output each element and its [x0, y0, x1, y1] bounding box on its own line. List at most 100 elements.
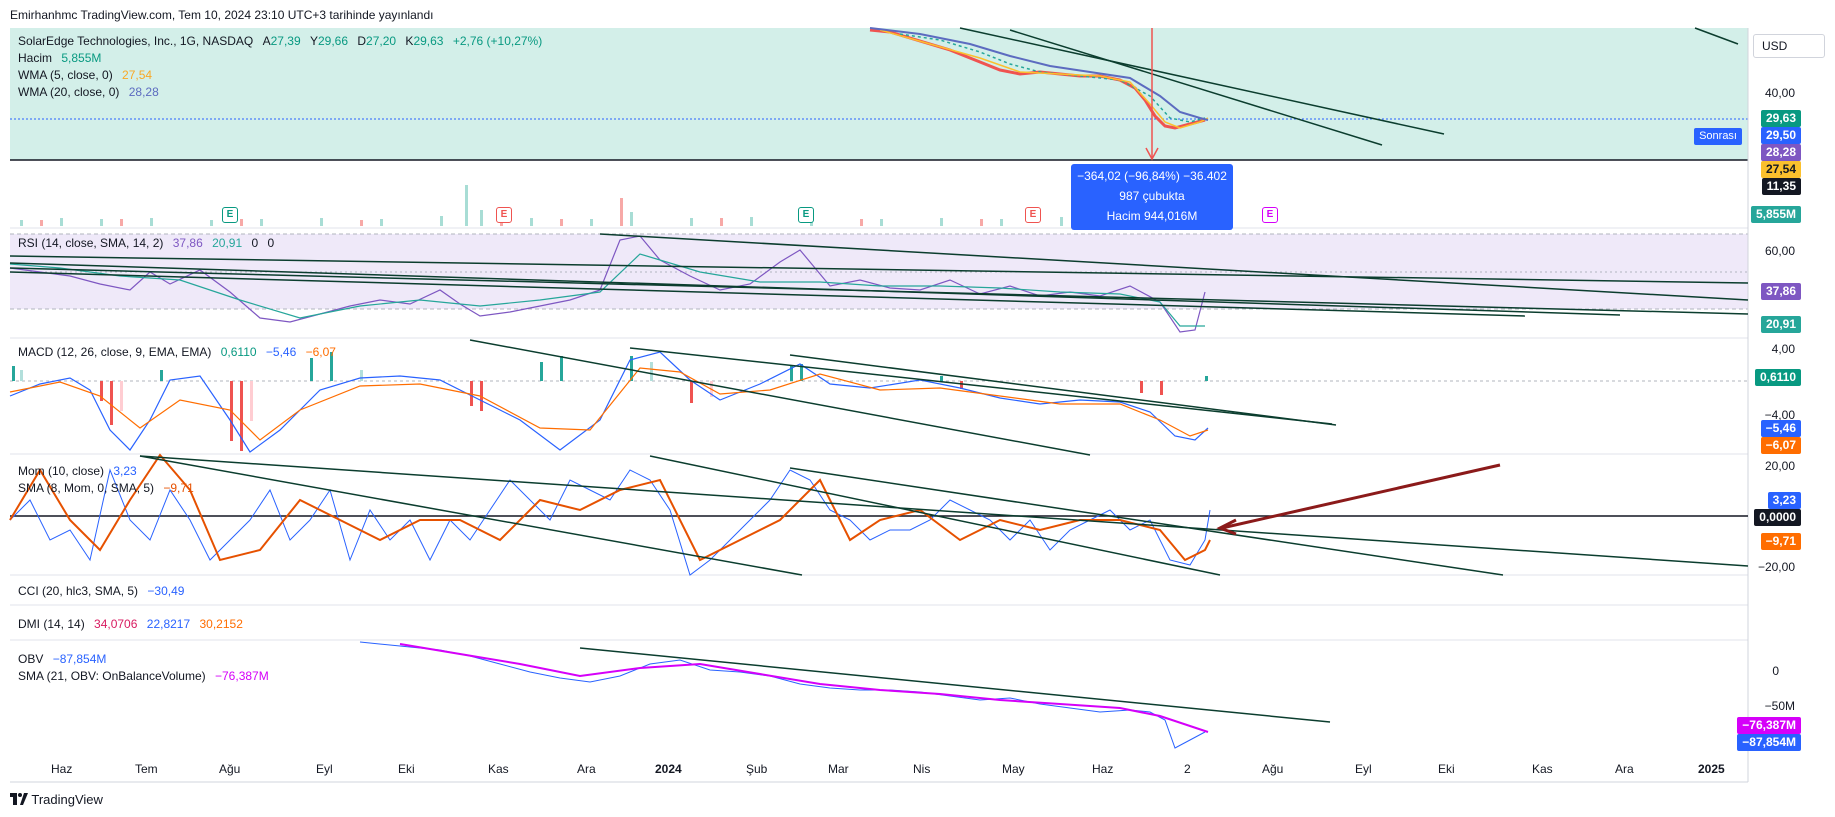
symbol-title: SolarEdge Technologies, Inc., 1G, NASDAQ [18, 34, 254, 48]
mom-tick-top: 20,00 [1764, 459, 1795, 473]
rsi-bb-lower: 0 [267, 236, 275, 250]
x-axis-label: Eki [1438, 762, 1455, 776]
measure-volume: Hacim 944,016M [1106, 209, 1198, 223]
x-axis-label: Kas [488, 762, 509, 776]
tradingview-logo-icon [10, 793, 28, 805]
price-box-after-hours: 29,50 [1760, 127, 1801, 144]
obv-sma-legend[interactable]: SMA (21, OBV: OnBalanceVolume) −76,387M [18, 669, 269, 683]
macd-hist-value: 0,6110 [220, 345, 257, 359]
dmi-minus-value: 30,2152 [199, 617, 243, 631]
obv-value: −87,854M [52, 652, 107, 666]
x-axis-label: Haz [1092, 762, 1114, 776]
mom-label: Mom (10, close) [18, 464, 105, 478]
high-label: Y [309, 34, 318, 48]
dmi-adx-value: 34,0706 [94, 617, 138, 631]
open-label: A [262, 34, 271, 48]
close-label: K [405, 34, 414, 48]
cci-value: −30,49 [147, 584, 185, 598]
macd-signal-value: −6,07 [305, 345, 336, 359]
x-axis-label: Eki [398, 762, 415, 776]
x-axis-label: 2025 [1698, 762, 1725, 776]
wma20-legend[interactable]: WMA (20, close, 0) 28,28 [18, 85, 159, 99]
price-box-close: 29,63 [1760, 110, 1801, 127]
earnings-marker-icon[interactable]: E [496, 207, 512, 223]
obv-sma-label: SMA (21, OBV: OnBalanceVolume) [18, 669, 206, 683]
rsi-value: 37,86 [172, 236, 203, 250]
rsi-sma-value: 20,91 [212, 236, 243, 250]
macd-tick-top: 4,00 [1771, 342, 1795, 356]
cci-label: CCI (20, hlc3, SMA, 5) [18, 584, 139, 598]
dmi-legend[interactable]: DMI (14, 14) 34,0706 22,8217 30,2152 [18, 617, 243, 631]
macd-line [9, 351, 1209, 453]
after-hours-tag: Sonrası [1694, 128, 1742, 145]
mom-value: 3,23 [113, 464, 137, 478]
measure-tooltip: −364,02 (−96,84%) −36.402 987 çubukta Ha… [1071, 164, 1233, 230]
measure-bars: 987 çubukta [1119, 189, 1185, 203]
low-value: 27,20 [366, 34, 397, 48]
obv-legend[interactable]: OBV −87,854M [18, 652, 106, 666]
volume-bars [20, 185, 1203, 226]
mom-legend[interactable]: Mom (10, close) 3,23 [18, 464, 137, 478]
open-value: 27,39 [270, 34, 301, 48]
wma5-value: 27,54 [122, 68, 153, 82]
macd-value: −5,46 [265, 345, 297, 359]
obv-sma-line [399, 643, 1209, 733]
rsi-box: 37,86 [1760, 283, 1801, 300]
currency-selector[interactable]: USD [1753, 34, 1825, 58]
earnings-marker-icon[interactable]: E [1025, 207, 1041, 223]
macd-hist-box: 0,6110 [1754, 369, 1801, 386]
change-value: +2,76 (+10,27%) [452, 34, 543, 48]
mom-sma-value: −9,71 [163, 481, 194, 495]
mom-sma-legend[interactable]: SMA (8, Mom, 0, SMA, 5) −9,71 [18, 481, 194, 495]
macd-signal-box: −6,07 [1760, 437, 1801, 454]
close-value: 29,63 [413, 34, 444, 48]
macd-legend[interactable]: MACD (12, 26, close, 9, EMA, EMA) 0,6110… [18, 345, 336, 359]
mom-sma-line [9, 453, 1211, 562]
x-axis-label: Eyl [316, 762, 333, 776]
wma5-legend[interactable]: WMA (5, close, 0) 27,54 [18, 68, 152, 82]
x-axis-label: Eyl [1355, 762, 1372, 776]
mom-tick-bottom: −20,00 [1757, 560, 1795, 574]
tradingview-logo[interactable]: TradingView [10, 792, 103, 807]
wma20-line [869, 27, 1209, 121]
tradingview-brand-text: TradingView [31, 792, 103, 807]
x-axis-label: May [1002, 762, 1025, 776]
wma5-label: WMA (5, close, 0) [18, 68, 113, 82]
dmi-plus-value: 22,8217 [146, 617, 191, 631]
x-axis-label: 2 [1184, 762, 1191, 776]
dmi-label: DMI (14, 14) [18, 617, 85, 631]
x-axis-label: 2024 [655, 762, 682, 776]
main-pane-bg [10, 28, 1748, 160]
symbol-legend: SolarEdge Technologies, Inc., 1G, NASDAQ… [18, 34, 542, 48]
x-axis-label: Mar [828, 762, 849, 776]
volume-legend[interactable]: Hacim 5,855M [18, 51, 101, 65]
macd-histogram [12, 352, 1208, 451]
mom-line [9, 468, 1211, 576]
price-box-wma20: 28,28 [1760, 144, 1801, 161]
earnings-marker-icon[interactable]: E [798, 207, 814, 223]
volume-value: 5,855M [61, 51, 102, 65]
x-axis-label: Kas [1532, 762, 1553, 776]
measure-change: −364,02 (−96,84%) −36.402 [1077, 169, 1227, 183]
x-axis-label: Tem [135, 762, 158, 776]
rsi-label: RSI (14, close, SMA, 14, 2) [18, 236, 164, 250]
earnings-marker-icon[interactable]: E [222, 207, 238, 223]
wma5-line [879, 29, 1209, 129]
rsi-sma-box: 20,91 [1760, 316, 1801, 333]
rsi-legend[interactable]: RSI (14, close, SMA, 14, 2) 37,86 20,91 … [18, 236, 274, 250]
rsi-sma-line [9, 253, 1205, 327]
obv-sma-box: −76,387M [1737, 717, 1801, 734]
cci-legend[interactable]: CCI (20, hlc3, SMA, 5) −30,49 [18, 584, 184, 598]
x-axis-label: Ara [1615, 762, 1634, 776]
price-box-level: 11,35 [1761, 178, 1801, 195]
volume-label: Hacim [18, 51, 53, 65]
wma20-label: WMA (20, close, 0) [18, 85, 120, 99]
obv-label: OBV [18, 652, 44, 666]
macd-label: MACD (12, 26, close, 9, EMA, EMA) [18, 345, 212, 359]
x-axis-label: Haz [51, 762, 73, 776]
obv-tick-neg: −50M [1764, 699, 1795, 713]
earnings-marker-icon[interactable]: E [1262, 207, 1278, 223]
mom-sma-box: −9,71 [1760, 533, 1801, 550]
macd-signal-line [9, 367, 1209, 441]
